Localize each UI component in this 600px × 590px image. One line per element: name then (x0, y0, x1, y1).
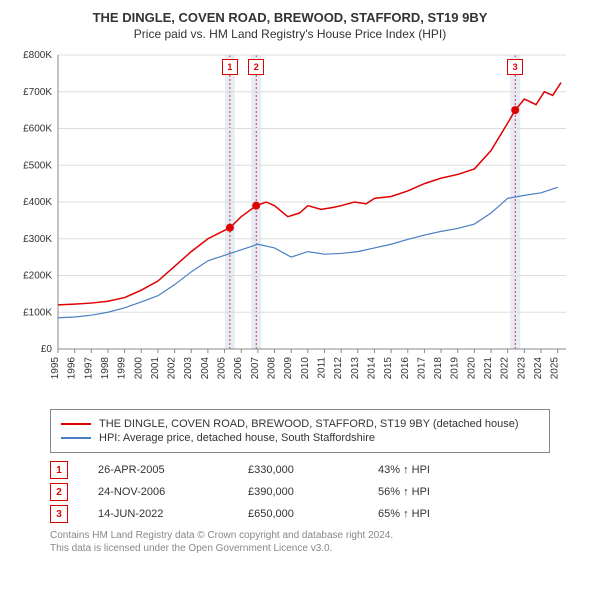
svg-text:1999: 1999 (117, 357, 128, 380)
sale-row: 1 26-APR-2005£330,00043% ↑ HPI (50, 461, 550, 479)
sale-pct: 43% ↑ HPI (378, 464, 458, 476)
svg-text:£100K: £100K (23, 307, 52, 318)
svg-text:2025: 2025 (550, 357, 561, 380)
svg-text:2022: 2022 (500, 357, 511, 380)
svg-text:2004: 2004 (200, 357, 211, 380)
svg-text:2016: 2016 (400, 357, 411, 380)
sale-badge: 1 (50, 461, 68, 479)
sale-pct: 65% ↑ HPI (378, 508, 458, 520)
svg-text:£400K: £400K (23, 197, 52, 208)
svg-text:2015: 2015 (383, 357, 394, 380)
legend-line-icon (61, 437, 91, 439)
svg-text:2005: 2005 (217, 357, 228, 380)
legend: THE DINGLE, COVEN ROAD, BREWOOD, STAFFOR… (50, 409, 550, 453)
chart-svg: £0 £100K £200K £300K £400K £500K £600K £700K £80… (10, 49, 570, 399)
sale-row: 2 24-NOV-2006£390,00056% ↑ HPI (50, 483, 550, 501)
svg-text:2024: 2024 (533, 357, 544, 380)
svg-text:1995: 1995 (50, 357, 61, 380)
chart-plot-area: £0 £100K £200K £300K £400K £500K £600K £700K £80… (10, 49, 570, 399)
chart-container: THE DINGLE, COVEN ROAD, BREWOOD, STAFFOR… (10, 10, 570, 555)
chart-title: THE DINGLE, COVEN ROAD, BREWOOD, STAFFOR… (10, 10, 570, 25)
footnote-line1: Contains HM Land Registry data © Crown c… (50, 530, 393, 541)
svg-text:2002: 2002 (167, 357, 178, 380)
sale-date: 26-APR-2005 (98, 464, 248, 476)
svg-text:2019: 2019 (450, 357, 461, 380)
sale-price: £650,000 (248, 508, 378, 520)
sale-badge: 2 (50, 483, 68, 501)
sale-date: 24-NOV-2006 (98, 486, 248, 498)
svg-text:2006: 2006 (233, 357, 244, 380)
svg-text:2018: 2018 (433, 357, 444, 380)
svg-text:2011: 2011 (316, 357, 327, 379)
svg-text:£200K: £200K (23, 271, 52, 282)
svg-text:2009: 2009 (283, 357, 294, 380)
svg-text:2012: 2012 (333, 357, 344, 380)
sale-badge: 3 (50, 505, 68, 523)
svg-text:2010: 2010 (300, 357, 311, 380)
svg-text:£500K: £500K (23, 160, 52, 171)
legend-item: HPI: Average price, detached house, Sout… (61, 432, 539, 444)
sale-date: 14-JUN-2022 (98, 508, 248, 520)
svg-text:2007: 2007 (250, 357, 261, 380)
svg-text:£300K: £300K (23, 234, 52, 245)
svg-text:1996: 1996 (67, 357, 78, 380)
svg-text:£800K: £800K (23, 50, 52, 61)
sale-marker-label: 1 (222, 59, 238, 75)
svg-text:2017: 2017 (416, 357, 427, 380)
svg-text:2014: 2014 (366, 357, 377, 380)
svg-text:1997: 1997 (83, 357, 94, 380)
sale-pct: 56% ↑ HPI (378, 486, 458, 498)
svg-text:2023: 2023 (516, 357, 527, 380)
svg-text:2001: 2001 (150, 357, 161, 380)
svg-text:2008: 2008 (267, 357, 278, 380)
sale-price: £390,000 (248, 486, 378, 498)
sale-marker-label: 3 (507, 59, 523, 75)
svg-text:2013: 2013 (350, 357, 361, 380)
chart-subtitle: Price paid vs. HM Land Registry's House … (10, 27, 570, 41)
svg-text:2003: 2003 (183, 357, 194, 380)
svg-text:2020: 2020 (466, 357, 477, 380)
legend-label: THE DINGLE, COVEN ROAD, BREWOOD, STAFFOR… (99, 418, 519, 430)
legend-label: HPI: Average price, detached house, Sout… (99, 432, 375, 444)
svg-text:2021: 2021 (483, 357, 494, 380)
svg-text:£0: £0 (41, 344, 53, 355)
svg-text:2000: 2000 (133, 357, 144, 380)
footnote-line2: This data is licensed under the Open Gov… (50, 543, 332, 554)
legend-item: THE DINGLE, COVEN ROAD, BREWOOD, STAFFOR… (61, 418, 539, 430)
sales-table: 1 26-APR-2005£330,00043% ↑ HPI 2 24-NOV-200… (50, 461, 550, 523)
sale-price: £330,000 (248, 464, 378, 476)
footnote: Contains HM Land Registry data © Crown c… (50, 529, 550, 555)
sale-row: 3 14-JUN-2022£650,00065% ↑ HPI (50, 505, 550, 523)
svg-text:£600K: £600K (23, 124, 52, 135)
svg-text:£700K: £700K (23, 87, 52, 98)
svg-text:1998: 1998 (100, 357, 111, 380)
legend-line-icon (61, 423, 91, 425)
sale-marker-label: 2 (248, 59, 264, 75)
